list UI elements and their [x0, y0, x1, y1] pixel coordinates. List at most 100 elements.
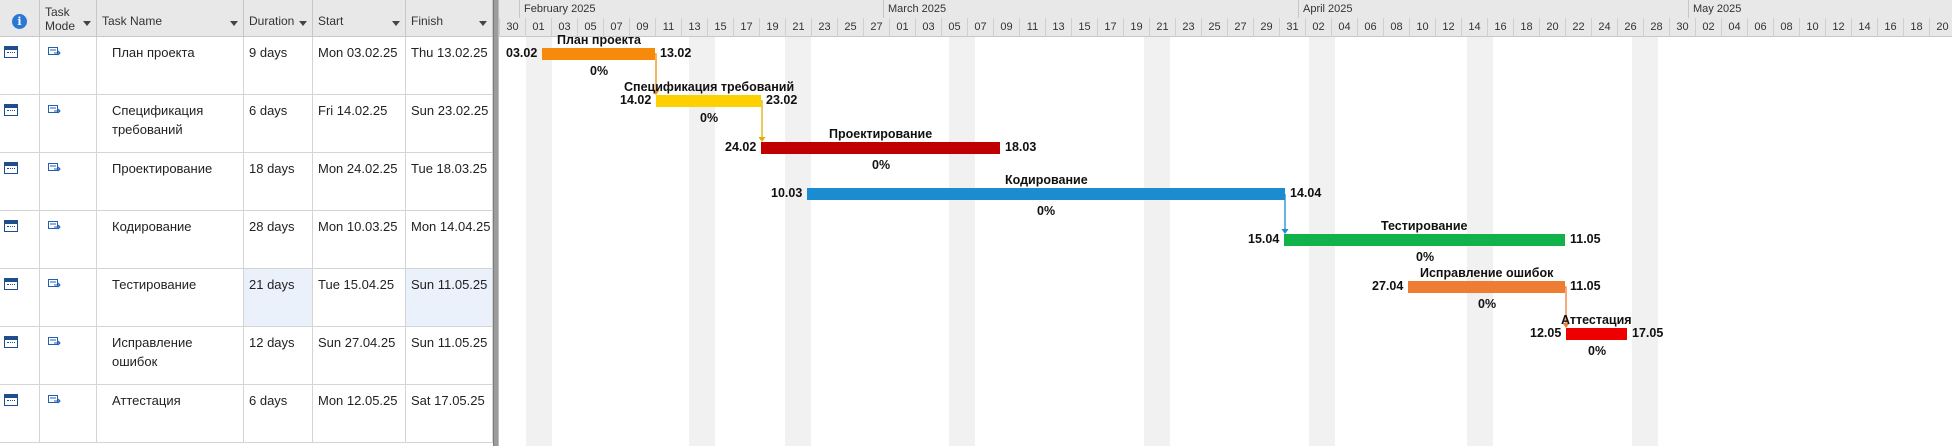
- task-mode-cell[interactable]: [40, 327, 97, 384]
- gantt-bar[interactable]: [1408, 281, 1565, 293]
- task-name-column-header[interactable]: Task Name: [97, 0, 244, 37]
- table-row[interactable]: Тестирование 21 days Tue 15.04.25 Sun 11.05…: [0, 269, 493, 327]
- duration-cell[interactable]: 6 days: [244, 95, 313, 152]
- nonworking-shading: [1144, 37, 1170, 446]
- finish-cell[interactable]: Sun 23.02.25: [406, 95, 493, 152]
- gantt-bar-start-date: 03.02: [506, 46, 538, 60]
- timescale-day: 02: [1695, 18, 1721, 37]
- timescale-day: 27: [1227, 18, 1253, 37]
- chevron-down-icon[interactable]: [230, 21, 238, 26]
- table-row[interactable]: Проектирование 18 days Mon 24.02.25 Tue 18.…: [0, 153, 493, 211]
- timescale-day: 10: [1799, 18, 1825, 37]
- gantt-bar[interactable]: [542, 48, 655, 60]
- gantt-bar[interactable]: [656, 95, 761, 107]
- timescale-day: 23: [811, 18, 837, 37]
- gantt-bar[interactable]: [1284, 234, 1565, 246]
- timescale-day: 05: [577, 18, 603, 37]
- duration-cell[interactable]: 28 days: [244, 211, 313, 268]
- auto-schedule-icon: [48, 337, 61, 346]
- timescale-day: 06: [1747, 18, 1773, 37]
- task-name-cell[interactable]: Тестирование: [97, 269, 244, 326]
- timescale-day: 08: [1383, 18, 1409, 37]
- duration-cell[interactable]: 6 days: [244, 385, 313, 442]
- timescale-day: 28: [1643, 18, 1669, 37]
- gantt-bar-percent-complete: 0%: [1416, 250, 1435, 264]
- dependency-link[interactable]: [761, 100, 763, 138]
- indicators-column-header[interactable]: i: [0, 0, 40, 37]
- finish-cell[interactable]: Thu 13.02.25: [406, 37, 493, 94]
- timescale-day: 03: [551, 18, 577, 37]
- chevron-down-icon[interactable]: [83, 21, 91, 26]
- duration-cell[interactable]: 21 days: [244, 269, 313, 326]
- task-mode-cell[interactable]: [40, 37, 97, 94]
- gantt-bar-title: Исправление ошибок: [1420, 266, 1554, 280]
- task-name-cell[interactable]: Кодирование: [97, 211, 244, 268]
- timescale-day: 18: [1513, 18, 1539, 37]
- timescale-month: April 2025: [1298, 0, 1688, 18]
- finish-column-header[interactable]: Finish: [406, 0, 493, 37]
- task-name-cell[interactable]: План проекта: [97, 37, 244, 94]
- start-cell[interactable]: Mon 12.05.25: [313, 385, 406, 442]
- gantt-bar-title: План проекта: [557, 33, 642, 47]
- gantt-bar[interactable]: [1566, 328, 1627, 340]
- timescale-day: 17: [1097, 18, 1123, 37]
- start-cell[interactable]: Mon 10.03.25: [313, 211, 406, 268]
- task-name-cell[interactable]: Спецификация требований: [97, 95, 244, 152]
- chevron-down-icon[interactable]: [299, 21, 307, 26]
- gantt-bar[interactable]: [761, 142, 1000, 154]
- timescale-day: 04: [1721, 18, 1747, 37]
- timescale-day: 31: [1279, 18, 1305, 37]
- finish-cell[interactable]: Sat 17.05.25: [406, 385, 493, 442]
- timescale-day: 17: [733, 18, 759, 37]
- start-cell[interactable]: Sun 27.04.25: [313, 327, 406, 384]
- chevron-down-icon[interactable]: [392, 21, 400, 26]
- duration-cell[interactable]: 12 days: [244, 327, 313, 384]
- gantt-bar-title: Аттестация: [1561, 313, 1632, 327]
- task-mode-cell[interactable]: [40, 95, 97, 152]
- timescale-day: 09: [993, 18, 1019, 37]
- start-cell[interactable]: Mon 24.02.25: [313, 153, 406, 210]
- finish-cell[interactable]: Sun 11.05.25: [406, 327, 493, 384]
- start-cell[interactable]: Fri 14.02.25: [313, 95, 406, 152]
- finish-cell[interactable]: Mon 14.04.25: [406, 211, 493, 268]
- task-mode-cell[interactable]: [40, 385, 97, 442]
- timescale-day: 07: [603, 18, 629, 37]
- task-mode-cell[interactable]: [40, 211, 97, 268]
- table-row[interactable]: Исправление ошибок 12 days Sun 27.04.25 Sun…: [0, 327, 493, 385]
- duration-cell[interactable]: 9 days: [244, 37, 313, 94]
- table-row[interactable]: Спецификация требований 6 days Fri 14.02.2…: [0, 95, 493, 153]
- duration-header-label: Duration: [249, 14, 295, 28]
- finish-header-label: Finish: [411, 14, 444, 28]
- task-name-cell[interactable]: Исправление ошибок: [97, 327, 244, 384]
- duration-column-header[interactable]: Duration: [244, 0, 313, 37]
- finish-cell[interactable]: Sun 11.05.25: [406, 269, 493, 326]
- timescale-day: 11: [655, 18, 681, 37]
- gantt-bar[interactable]: [807, 188, 1285, 200]
- chevron-down-icon[interactable]: [479, 21, 487, 26]
- task-mode-cell[interactable]: [40, 269, 97, 326]
- duration-cell[interactable]: 18 days: [244, 153, 313, 210]
- calendar-icon: [4, 336, 18, 348]
- task-mode-cell[interactable]: [40, 153, 97, 210]
- task-name-cell[interactable]: Аттестация: [97, 385, 244, 442]
- arrowhead-icon: [652, 90, 660, 95]
- timescale-month: March 2025: [883, 0, 1298, 18]
- indicator-cell: [0, 269, 40, 326]
- task-name-cell[interactable]: Проектирование: [97, 153, 244, 210]
- view-splitter[interactable]: [493, 0, 499, 446]
- table-row[interactable]: Кодирование 28 days Mon 10.03.25 Mon 14.04.…: [0, 211, 493, 269]
- timescale-day: 23: [1175, 18, 1201, 37]
- gantt-bar-end-date: 11.05: [1570, 279, 1601, 293]
- finish-cell[interactable]: Tue 18.03.25: [406, 153, 493, 210]
- timescale-day: 11: [1019, 18, 1045, 37]
- dependency-link[interactable]: [1565, 286, 1567, 324]
- timescale-day: 18: [1903, 18, 1929, 37]
- timescale-day: 24: [1591, 18, 1617, 37]
- start-cell[interactable]: Mon 03.02.25: [313, 37, 406, 94]
- table-row[interactable]: План проекта 9 days Mon 03.02.25 Thu 13.02.…: [0, 37, 493, 95]
- start-column-header[interactable]: Start: [313, 0, 406, 37]
- start-cell[interactable]: Tue 15.04.25: [313, 269, 406, 326]
- task-mode-column-header[interactable]: Task Mode: [40, 0, 97, 37]
- table-row[interactable]: Аттестация 6 days Mon 12.05.25 Sat 17.05.25: [0, 385, 493, 443]
- dependency-link[interactable]: [655, 53, 657, 91]
